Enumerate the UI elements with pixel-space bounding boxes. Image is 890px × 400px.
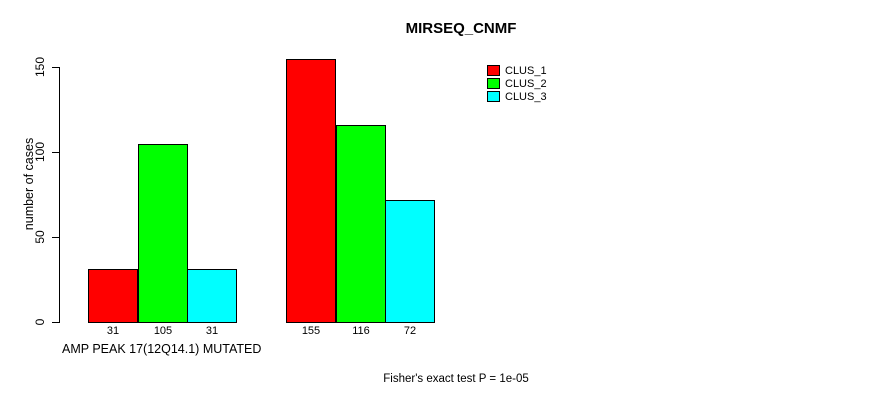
- bar-value-label: 155: [301, 325, 321, 337]
- legend-item-clus_3: CLUS_3: [487, 90, 547, 103]
- bar-value-label: 72: [403, 325, 417, 337]
- chart-title: MIRSEQ_CNMF: [405, 20, 517, 37]
- bar-clus_2-group2: [336, 125, 386, 323]
- stat-annotation: Fisher's exact test P = 1e-05: [383, 373, 529, 385]
- bar-clus_1-group1: [88, 269, 138, 323]
- y-tick-label: 100: [33, 141, 47, 163]
- y-axis-line: [59, 67, 60, 323]
- bar-value-label: 31: [106, 325, 120, 337]
- legend-swatch-icon: [487, 65, 500, 76]
- legend-label: CLUS_2: [505, 77, 547, 90]
- bar-clus_3-group1: [187, 269, 237, 323]
- legend-label: CLUS_3: [505, 90, 547, 103]
- y-tick-mark: [52, 237, 60, 238]
- bar-clus_1-group2: [286, 59, 336, 323]
- bar-value-label: 105: [153, 325, 173, 337]
- x-axis-label: AMP PEAK 17(12Q14.1) MUTATED: [62, 342, 262, 356]
- legend-item-clus_2: CLUS_2: [487, 77, 547, 90]
- legend-swatch-icon: [487, 78, 500, 89]
- y-tick-mark: [52, 322, 60, 323]
- legend-item-clus_1: CLUS_1: [487, 64, 547, 77]
- bar-clus_2-group1: [138, 144, 188, 323]
- legend: CLUS_1 CLUS_2 CLUS_3: [487, 64, 547, 103]
- y-tick-mark: [52, 152, 60, 153]
- bar-clus_3-group2: [385, 200, 435, 323]
- legend-swatch-icon: [487, 91, 500, 102]
- y-tick-mark: [52, 67, 60, 68]
- y-tick-label: 50: [33, 230, 47, 244]
- y-tick-label: 150: [33, 56, 47, 78]
- legend-label: CLUS_1: [505, 64, 547, 77]
- y-tick-label: 0: [33, 318, 47, 326]
- bar-value-label: 31: [205, 325, 219, 337]
- bar-value-label: 116: [352, 325, 370, 337]
